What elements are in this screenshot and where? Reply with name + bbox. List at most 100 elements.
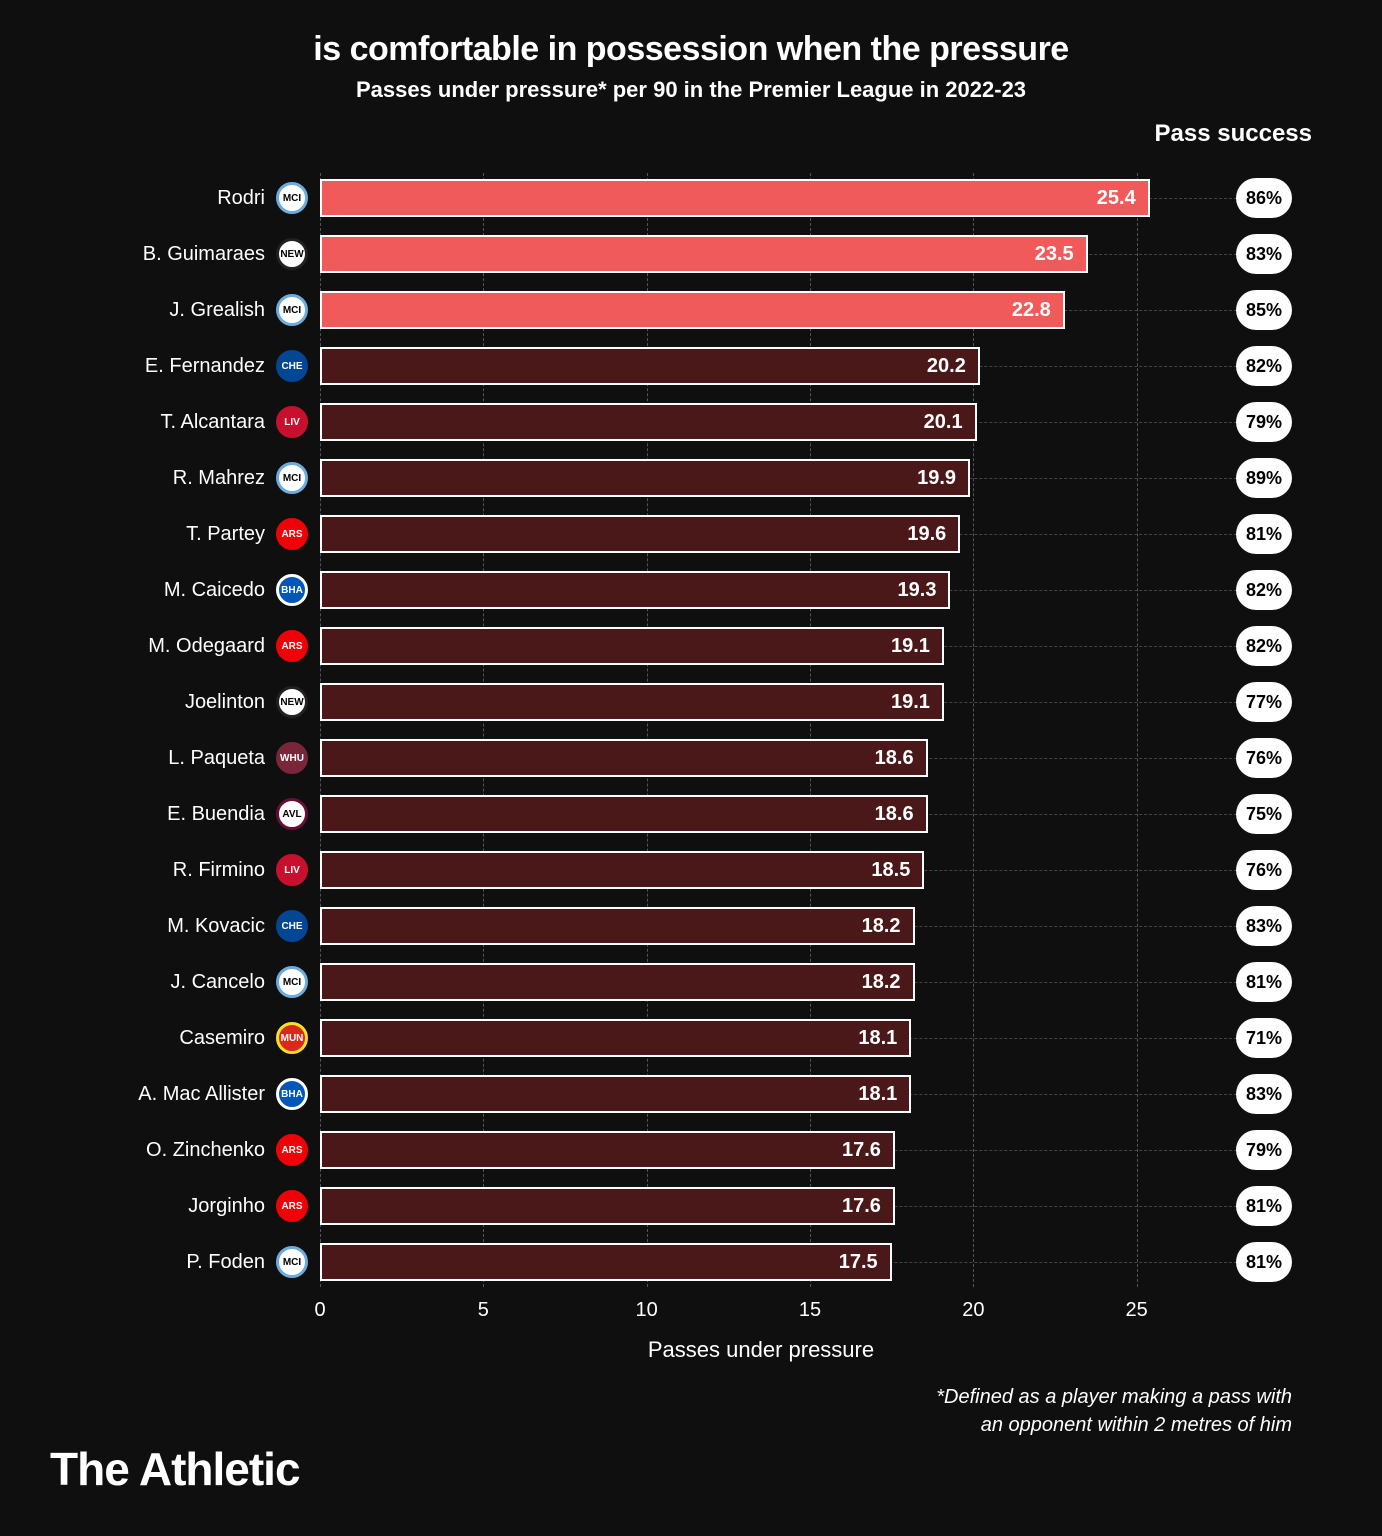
chart-row: L. PaquetaWHU18.676%	[320, 733, 1202, 783]
bar: 25.4	[320, 179, 1150, 217]
player-name: J. Cancelo	[65, 957, 265, 1007]
pass-success-pill: 79%	[1236, 402, 1292, 442]
chart-row: JoelintonNEW19.177%	[320, 677, 1202, 727]
chart-row: R. FirminoLIV18.576%	[320, 845, 1202, 895]
bar-value-label: 17.5	[839, 1251, 878, 1274]
x-tick-label: 0	[314, 1299, 325, 1322]
player-name: M. Kovacic	[65, 901, 265, 951]
player-name: M. Odegaard	[65, 621, 265, 671]
team-badge: BHA	[276, 1078, 308, 1110]
x-tick-label: 10	[636, 1299, 658, 1322]
player-name: T. Alcantara	[65, 397, 265, 447]
footnote-line-2: an opponent within 2 metres of him	[981, 1414, 1292, 1436]
player-name: O. Zinchenko	[65, 1125, 265, 1175]
player-name: A. Mac Allister	[65, 1069, 265, 1119]
bar: 19.3	[320, 571, 950, 609]
bar-value-label: 22.8	[1012, 299, 1051, 322]
chart-subtitle: Passes under pressure* per 90 in the Pre…	[60, 77, 1322, 103]
bar: 18.2	[320, 963, 915, 1001]
x-tick-label: 5	[478, 1299, 489, 1322]
footnote-line-1: *Defined as a player making a pass with	[936, 1386, 1292, 1408]
team-badge: ARS	[276, 630, 308, 662]
player-name: J. Grealish	[65, 285, 265, 335]
bar: 20.2	[320, 347, 980, 385]
bar: 17.6	[320, 1131, 895, 1169]
bar: 19.6	[320, 515, 960, 553]
pass-success-pill: 82%	[1236, 570, 1292, 610]
pass-success-pill: 82%	[1236, 626, 1292, 666]
pass-success-pill: 81%	[1236, 962, 1292, 1002]
player-name: B. Guimaraes	[65, 229, 265, 279]
bar-value-label: 19.1	[891, 691, 930, 714]
team-badge: ARS	[276, 1134, 308, 1166]
bar-value-label: 17.6	[842, 1195, 881, 1218]
pass-success-pill: 89%	[1236, 458, 1292, 498]
team-badge: MCI	[276, 182, 308, 214]
team-badge: ARS	[276, 1190, 308, 1222]
chart-row: RodriMCI25.486%	[320, 173, 1202, 223]
team-badge: MCI	[276, 1246, 308, 1278]
bar: 19.1	[320, 683, 944, 721]
pass-success-pill: 81%	[1236, 1242, 1292, 1282]
player-name: Joelinton	[65, 677, 265, 727]
bar: 18.6	[320, 795, 928, 833]
bar: 18.2	[320, 907, 915, 945]
pass-success-pill: 79%	[1236, 1130, 1292, 1170]
player-name: P. Foden	[65, 1237, 265, 1287]
pass-success-pill: 83%	[1236, 234, 1292, 274]
bar-value-label: 25.4	[1097, 187, 1136, 210]
pass-success-pill: 76%	[1236, 738, 1292, 778]
bar-value-label: 18.5	[871, 859, 910, 882]
bar: 19.9	[320, 459, 970, 497]
chart-row: J. CanceloMCI18.281%	[320, 957, 1202, 1007]
pass-success-pill: 83%	[1236, 906, 1292, 946]
pass-success-pill: 76%	[1236, 850, 1292, 890]
bar: 17.5	[320, 1243, 892, 1281]
bar-value-label: 17.6	[842, 1139, 881, 1162]
team-badge: WHU	[276, 742, 308, 774]
team-badge: AVL	[276, 798, 308, 830]
chart-row: T. AlcantaraLIV20.179%	[320, 397, 1202, 447]
bar-value-label: 19.9	[917, 467, 956, 490]
bar: 23.5	[320, 235, 1088, 273]
player-name: R. Firmino	[65, 845, 265, 895]
team-badge: MCI	[276, 462, 308, 494]
player-name: E. Fernandez	[65, 341, 265, 391]
player-name: T. Partey	[65, 509, 265, 559]
player-name: E. Buendia	[65, 789, 265, 839]
x-tick-label: 25	[1126, 1299, 1148, 1322]
pass-success-pill: 82%	[1236, 346, 1292, 386]
team-badge: MUN	[276, 1022, 308, 1054]
bar-value-label: 19.3	[898, 579, 937, 602]
team-badge: NEW	[276, 686, 308, 718]
chart-row: B. GuimaraesNEW23.583%	[320, 229, 1202, 279]
chart-row: CasemiroMUN18.171%	[320, 1013, 1202, 1063]
bar: 18.1	[320, 1075, 911, 1113]
bar-value-label: 18.6	[875, 803, 914, 826]
bar-value-label: 19.1	[891, 635, 930, 658]
player-name: Rodri	[65, 173, 265, 223]
x-tick-label: 15	[799, 1299, 821, 1322]
chart-row: M. OdegaardARS19.182%	[320, 621, 1202, 671]
footnote: *Defined as a player making a pass with …	[60, 1383, 1292, 1439]
pass-success-pill: 85%	[1236, 290, 1292, 330]
player-name: Jorginho	[65, 1181, 265, 1231]
bar: 20.1	[320, 403, 977, 441]
brand-logo: The Athletic	[50, 1442, 300, 1496]
x-tick-label: 20	[962, 1299, 984, 1322]
chart-row: JorginhoARS17.681%	[320, 1181, 1202, 1231]
bar: 19.1	[320, 627, 944, 665]
chart-row: E. FernandezCHE20.282%	[320, 341, 1202, 391]
chart-title: is comfortable in possession when the pr…	[60, 30, 1322, 69]
pass-success-header: Pass success	[1155, 120, 1312, 148]
bar-value-label: 18.2	[862, 915, 901, 938]
bar-value-label: 18.1	[858, 1027, 897, 1050]
bar: 18.1	[320, 1019, 911, 1057]
pass-success-pill: 83%	[1236, 1074, 1292, 1114]
pass-success-pill: 81%	[1236, 1186, 1292, 1226]
team-badge: BHA	[276, 574, 308, 606]
player-name: L. Paqueta	[65, 733, 265, 783]
team-badge: MCI	[276, 966, 308, 998]
bar: 17.6	[320, 1187, 895, 1225]
player-name: M. Caicedo	[65, 565, 265, 615]
